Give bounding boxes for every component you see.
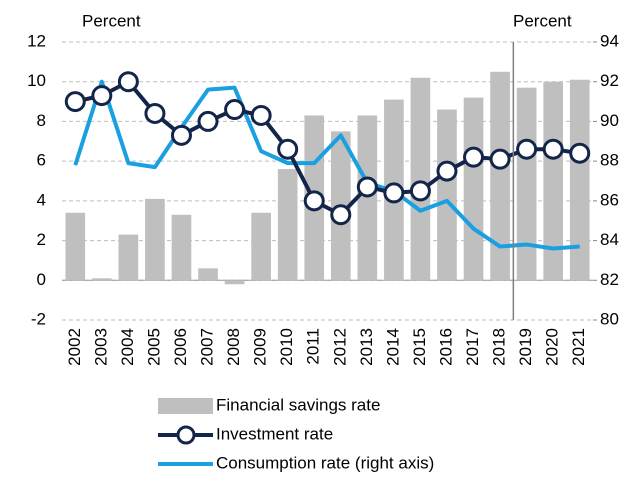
x-tick-label: 2019 [516, 328, 535, 366]
bar [569, 79, 590, 281]
marker [197, 110, 219, 132]
legend-marker [176, 425, 196, 445]
marker [250, 104, 272, 126]
y2-tick-label: 88 [600, 151, 619, 170]
marker [463, 146, 485, 168]
x-tick-label: 2014 [383, 328, 402, 366]
bar [437, 109, 457, 281]
bar [357, 115, 378, 281]
x-tick-label: 2003 [91, 328, 110, 366]
y2-tick-label: 82 [600, 270, 619, 289]
x-tick-label: 2011 [304, 328, 323, 365]
x-tick-label: 2007 [198, 328, 217, 366]
x-tick-label: 2010 [277, 328, 296, 366]
y-tick-label: 8 [37, 111, 46, 130]
y2-tick-label: 84 [600, 230, 619, 249]
y-tick-label: 12 [27, 31, 46, 50]
bar [171, 214, 192, 281]
y2-tick-label: 94 [600, 31, 619, 50]
line [73, 79, 580, 251]
x-tick-label: 2016 [436, 328, 455, 366]
y2-tick-label: 92 [600, 71, 619, 90]
x-tick-label: 2018 [490, 328, 509, 366]
legend-label: Financial savings rate [216, 395, 380, 414]
bar [65, 212, 86, 281]
x-tick-label: 2004 [118, 328, 137, 366]
x-tick-label: 2015 [410, 328, 429, 366]
bar [224, 280, 245, 285]
marker [383, 182, 405, 204]
right-axis-label: Percent [513, 11, 572, 30]
x-tick-label: 2006 [171, 328, 190, 366]
marker [144, 102, 166, 124]
bar [463, 97, 484, 281]
y2-tick-label: 86 [600, 190, 619, 209]
bar [277, 169, 298, 281]
marker [303, 190, 325, 212]
y-tick-label: 2 [37, 230, 46, 249]
y-tick-label: -2 [31, 309, 46, 328]
bar [543, 81, 563, 281]
bar [490, 71, 510, 281]
x-tick-label: 2017 [463, 328, 482, 366]
bar [516, 87, 537, 281]
x-tick-label: 2021 [569, 328, 588, 366]
bar [198, 268, 218, 281]
marker [91, 85, 113, 107]
marker [170, 124, 192, 146]
marker [356, 176, 378, 198]
y-tick-label: 6 [37, 151, 46, 170]
x-tick-label: 2002 [65, 328, 84, 366]
marker [277, 138, 299, 160]
y-tick-label: 4 [37, 190, 46, 209]
marker [436, 160, 458, 182]
bar [118, 234, 139, 281]
left-axis-label: Percent [82, 11, 141, 30]
y-tick-label: 10 [27, 71, 46, 90]
bar [92, 278, 112, 281]
marker [409, 180, 431, 202]
marker [516, 138, 538, 160]
legend-label: Consumption rate (right axis) [216, 453, 434, 472]
marker [489, 148, 511, 170]
x-tick-label: 2012 [330, 328, 349, 366]
x-tick-label: 2020 [543, 328, 562, 366]
y-tick-label: 0 [37, 270, 46, 289]
marker [224, 99, 246, 121]
marker [117, 71, 139, 93]
bar [251, 212, 271, 281]
y2-tick-label: 90 [600, 111, 619, 130]
bar [145, 198, 165, 281]
marker [330, 204, 352, 226]
marker [569, 142, 591, 164]
y2-tick-label: 80 [600, 309, 619, 328]
marker [64, 91, 86, 113]
legend-swatch [158, 398, 213, 414]
marker [542, 138, 564, 160]
x-tick-label: 2013 [357, 328, 376, 366]
x-tick-label: 2005 [144, 328, 163, 366]
x-tick-label: 2009 [251, 328, 270, 366]
legend-label: Investment rate [216, 424, 333, 443]
bar [410, 77, 431, 281]
x-tick-label: 2008 [224, 328, 243, 366]
